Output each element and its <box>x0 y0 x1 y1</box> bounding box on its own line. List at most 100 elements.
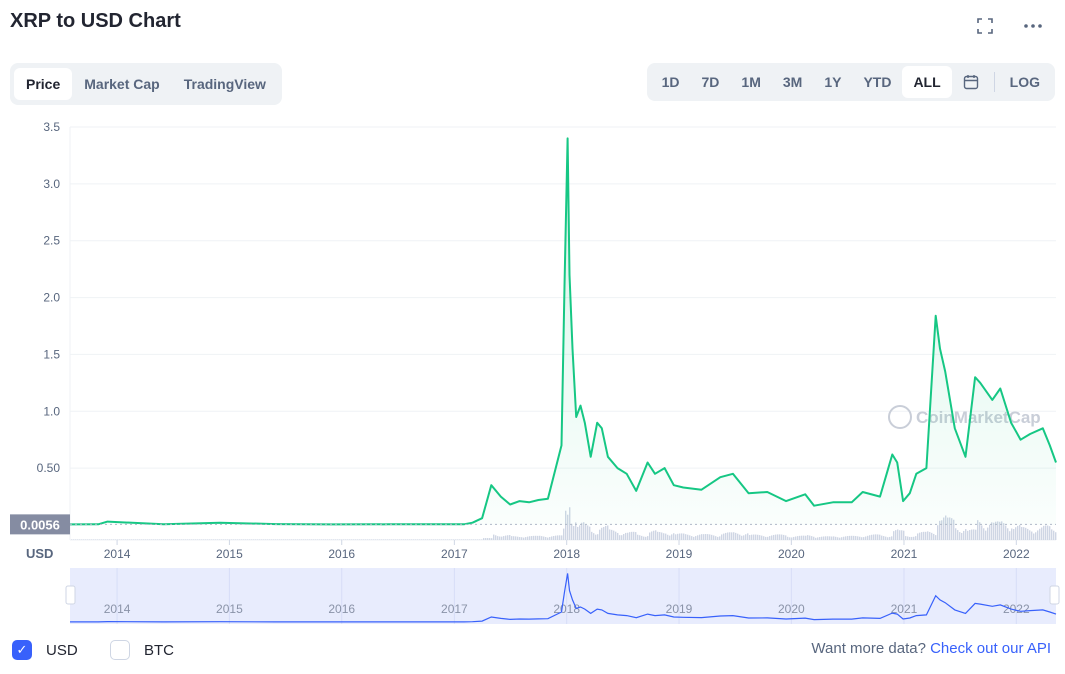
volume-bar <box>703 534 705 540</box>
range-1d[interactable]: 1D <box>661 74 680 90</box>
volume-bar <box>809 535 811 540</box>
range-selector: 1D 7D 1M 3M 1Y YTD ALL LOG <box>646 63 1055 101</box>
more-icon[interactable] <box>1023 16 1043 36</box>
volume-bar <box>463 539 465 540</box>
volume-bar <box>1051 529 1053 540</box>
volume-bar <box>657 531 659 540</box>
volume-bar <box>261 539 263 540</box>
log-toggle[interactable]: LOG <box>1009 74 1040 90</box>
tab-tradingview[interactable]: TradingView <box>183 76 266 92</box>
range-ytd[interactable]: YTD <box>863 74 892 90</box>
volume-bar <box>583 522 585 540</box>
volume-bar <box>609 529 611 540</box>
volume-bar <box>553 536 555 540</box>
volume-bar <box>1045 525 1047 540</box>
volume-bar <box>897 529 899 540</box>
volume-bar <box>927 531 929 540</box>
volume-bar <box>631 531 633 540</box>
volume-bar <box>485 538 487 540</box>
volume-bar <box>489 538 491 540</box>
volume-bar <box>317 539 319 540</box>
volume-bar <box>771 535 773 540</box>
volume-bar <box>845 536 847 540</box>
volume-bar <box>73 539 75 540</box>
volume-bar <box>943 517 945 540</box>
range-1y[interactable]: 1Y <box>824 74 842 90</box>
volume-bar <box>911 536 913 540</box>
volume-bar <box>217 539 219 540</box>
range-1m[interactable]: 1M <box>741 74 761 90</box>
tab-price[interactable]: Price <box>14 68 73 100</box>
volume-bar <box>111 539 113 540</box>
range-3m[interactable]: 3M <box>782 74 803 90</box>
tab-market-cap[interactable]: Market Cap <box>84 76 160 92</box>
volume-bar <box>721 534 723 540</box>
volume-bar <box>545 537 547 540</box>
range-7d[interactable]: 7D <box>701 74 720 90</box>
volume-bar <box>517 536 519 540</box>
volume-bar <box>651 531 653 540</box>
volume-bar <box>215 539 217 540</box>
volume-bar <box>1025 527 1027 540</box>
volume-bar <box>1021 527 1023 540</box>
volume-bar <box>541 536 543 540</box>
api-link[interactable]: Check out our API <box>930 640 1051 657</box>
volume-bar <box>601 527 603 540</box>
volume-bar <box>451 539 453 540</box>
usd-checkbox[interactable]: ✓ USD <box>12 640 78 660</box>
volume-bar <box>633 531 635 540</box>
volume-bar <box>837 537 839 540</box>
volume-bar <box>585 524 587 540</box>
range-all[interactable]: ALL <box>902 66 952 98</box>
volume-bar <box>815 537 817 540</box>
volume-bar <box>1005 525 1007 540</box>
volume-bar <box>823 536 825 540</box>
y-tick-label: 0.50 <box>37 461 61 475</box>
volume-bar <box>75 539 77 540</box>
volume-bar <box>935 535 937 540</box>
volume-bar <box>245 539 247 540</box>
volume-bar <box>353 539 355 540</box>
volume-bar <box>101 539 103 540</box>
volume-bar <box>773 534 775 540</box>
volume-bar <box>843 536 845 540</box>
volume-bar <box>993 522 995 540</box>
calendar-icon[interactable] <box>952 66 990 98</box>
volume-bar <box>1001 521 1003 540</box>
volume-bar <box>515 536 517 540</box>
volume-bar <box>811 536 813 540</box>
volume-bar <box>231 539 233 540</box>
volume-bar <box>71 539 73 540</box>
navigator-handle-left[interactable] <box>65 585 76 605</box>
volume-bar <box>745 534 747 540</box>
volume-bar <box>491 538 493 540</box>
volume-bar <box>571 523 573 540</box>
volume-bar <box>279 539 281 540</box>
volume-bar <box>1047 525 1049 540</box>
volume-bar <box>1029 530 1031 540</box>
navigator-handle-right[interactable] <box>1049 585 1060 605</box>
volume-bar <box>951 518 953 540</box>
volume-bar <box>255 539 257 540</box>
volume-bar <box>917 533 919 540</box>
volume-bar <box>95 539 97 540</box>
volume-bar <box>831 536 833 540</box>
volume-bar <box>1053 530 1055 540</box>
volume-bar <box>775 534 777 540</box>
volume-bar <box>239 539 241 540</box>
volume-bar <box>543 536 545 540</box>
btc-checkbox[interactable]: BTC <box>110 640 174 660</box>
divider <box>993 72 995 92</box>
volume-bar <box>113 539 115 540</box>
volume-bar <box>343 539 345 540</box>
price-chart[interactable]: 0.50 1.0 1.5 2.0 2.5 3.0 3.5 CoinMarketCap 0.0… <box>0 110 1065 630</box>
volume-bar <box>887 537 889 540</box>
volume-bar <box>419 539 421 540</box>
volume-bar <box>593 533 595 540</box>
navigator[interactable]: 2014 2015 2016 2017 2018 2019 2020 2021 2022 <box>65 568 1060 624</box>
fullscreen-icon[interactable] <box>975 16 995 36</box>
volume-bar <box>1007 528 1009 540</box>
volume-bar <box>293 539 295 540</box>
volume-bar <box>561 535 563 540</box>
volume-bar <box>589 526 591 540</box>
